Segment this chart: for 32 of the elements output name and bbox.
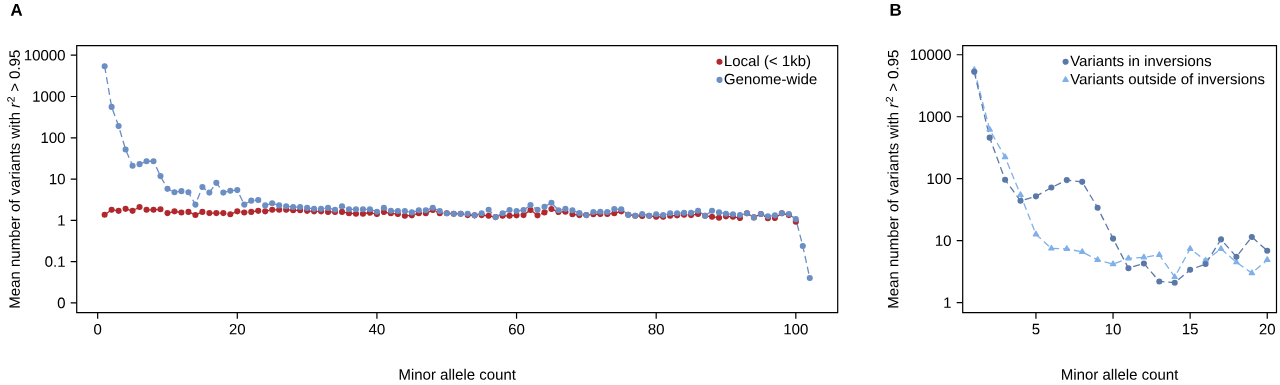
- x-tick-label: 20: [229, 323, 246, 335]
- y-tick-label: 100: [927, 173, 951, 185]
- y-tick-label: 100: [41, 132, 65, 144]
- x-tick-label: 80: [648, 323, 664, 335]
- y-tick-label: 0.1: [45, 256, 65, 267]
- y-tick-label: 1: [944, 297, 951, 308]
- chart-title: A: [10, 3, 23, 16]
- x-tick-label: 15: [1182, 323, 1198, 335]
- chart-title: B: [890, 3, 901, 16]
- y-axis-title: Mean number of variants with r$^{2}$ > 0.95: [885, 50, 899, 308]
- legend-label: Variants outside of inversions: [1070, 73, 1265, 85]
- legend-label: Genome-wide: [724, 73, 817, 85]
- y-axis-title: Mean number of variants with r$^{2}$ > 0.95: [7, 50, 20, 308]
- x-tick-label: 0: [94, 323, 102, 335]
- y-tick-label: 1000: [33, 91, 65, 102]
- x-axis-title: Minor allele count: [1062, 368, 1179, 380]
- y-tick-label: 1: [58, 215, 65, 226]
- y-tick-label: 10000: [910, 49, 951, 61]
- x-axis-title: Minor allele count: [399, 368, 516, 380]
- x-tick-label: 10: [1105, 323, 1121, 335]
- x-tick-label: 5: [1032, 323, 1040, 335]
- x-tick-label: 20: [1259, 323, 1275, 335]
- y-tick-label: 10000: [24, 49, 65, 61]
- legend-label: Local (< 1kb): [725, 55, 811, 70]
- y-tick-label: 10: [935, 235, 951, 247]
- y-tick-label: 1000: [919, 111, 951, 123]
- x-tick-label: 60: [508, 323, 525, 335]
- y-tick-label: 10: [49, 173, 65, 185]
- x-tick-label: 40: [368, 323, 385, 335]
- x-tick-label: 100: [784, 323, 808, 335]
- legend-label: Variants in inversions: [1070, 55, 1212, 67]
- y-tick-label: 0: [57, 297, 65, 309]
